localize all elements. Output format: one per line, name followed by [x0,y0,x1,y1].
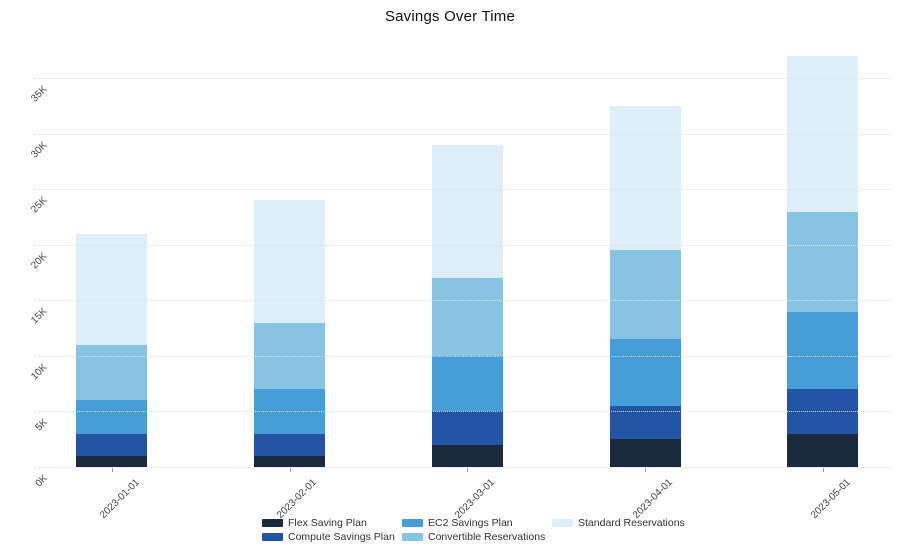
bar-segment[interactable] [254,322,326,390]
legend-label: Compute Savings Plan [288,531,395,543]
bar-segment[interactable] [787,389,859,434]
bar-segment[interactable] [787,311,859,390]
gridline [34,78,890,80]
bar-segment[interactable] [787,433,859,467]
bar-segment[interactable] [787,211,859,312]
y-tick-label: 35K [29,84,50,105]
gridline [34,133,890,135]
bar-segment[interactable] [254,389,326,434]
bar-segment[interactable] [609,405,681,440]
legend-swatch [402,519,423,527]
bar-segment[interactable] [254,200,326,323]
bar-segment[interactable] [431,144,503,279]
y-tick-label: 15K [29,306,50,327]
x-tick [822,468,824,472]
x-tick [645,468,647,472]
bar-segment[interactable] [76,433,148,456]
bar-segment[interactable] [609,339,681,406]
x-tick [289,468,291,472]
bar-segment[interactable] [609,106,681,251]
bar-segment[interactable] [609,250,681,340]
x-tick [467,468,469,472]
bar-segment[interactable] [254,455,326,467]
y-tick-label: 20K [29,250,50,272]
legend-swatch [552,519,573,527]
legend-swatch [262,519,283,527]
legend-label: EC2 Savings Plan [428,517,513,529]
gridline [34,467,890,468]
bar-segment[interactable] [787,56,859,212]
bar-segment[interactable] [431,355,503,412]
x-tick [111,468,113,472]
chart-legend: Flex Saving Plan Compute Savings Plan EC2 … [0,512,900,548]
bar-segment[interactable] [431,278,503,356]
legend-label: Standard Reservations [578,517,685,529]
legend-swatch [262,533,283,541]
bar-segment[interactable] [431,444,503,467]
bar-segment[interactable] [76,344,148,401]
bar-segment[interactable] [431,411,503,445]
y-tick-label: 10K [29,361,50,383]
legend-swatch [402,533,423,541]
bar-segment[interactable] [609,439,681,467]
y-tick-label: 25K [29,195,50,216]
chart-title: Savings Over Time [384,8,516,25]
legend-label: Convertible Reservations [428,531,546,543]
bar-segment[interactable] [76,233,148,345]
y-tick-label: 0K [33,473,50,490]
legend-label: Flex Saving Plan [288,517,367,529]
y-tick-label: 5K [33,417,50,434]
bar-segment[interactable] [76,400,148,434]
y-tick-label: 30K [29,139,50,161]
bar-segment[interactable] [76,455,148,467]
bar-segment[interactable] [254,433,326,456]
